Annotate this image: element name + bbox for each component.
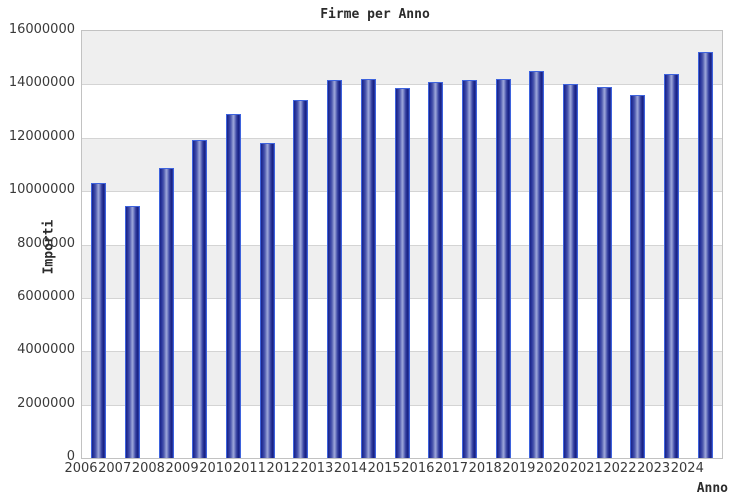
x-tick-label: 2023 <box>637 461 671 476</box>
y-tick-label: 2000000 <box>17 395 75 411</box>
x-tick-label: 2020 <box>536 461 570 476</box>
x-tick-label: 2008 <box>131 461 165 476</box>
y-tick-label: 0 <box>66 449 75 464</box>
bar-2008 <box>158 168 174 458</box>
bar-2013 <box>327 80 343 458</box>
bar-2017 <box>461 80 477 458</box>
y-tick-label: 4000000 <box>17 342 75 358</box>
x-tick-label: 2012 <box>266 461 300 476</box>
bar-2011 <box>259 143 275 458</box>
y-axis-title: Importi <box>41 219 57 275</box>
x-tick-label: 2021 <box>569 461 603 476</box>
y-tick-label: 12000000 <box>8 128 75 144</box>
bar-2021 <box>596 87 612 458</box>
x-tick-label: 2014 <box>333 461 368 476</box>
x-tick-label: 2013 <box>300 461 334 476</box>
y-tick-label: 14000000 <box>8 75 75 91</box>
chart-title: Firme per Anno <box>320 7 430 22</box>
plot-band <box>82 31 722 85</box>
bar-2016 <box>428 82 444 458</box>
plot-area <box>81 30 723 459</box>
bar-2020 <box>562 84 578 458</box>
x-tick-label: 2011 <box>232 461 266 476</box>
y-tick-label: 6000000 <box>17 288 75 304</box>
x-tick-label: 2015 <box>367 461 401 476</box>
bar-2009 <box>192 140 208 458</box>
bar-2022 <box>630 95 646 458</box>
bar-2015 <box>394 88 410 458</box>
x-tick-label: 2007 <box>98 461 132 476</box>
bar-2019 <box>529 71 545 458</box>
x-tick-label: 2024 <box>670 461 704 476</box>
x-tick-label: 2017 <box>434 461 469 476</box>
bar-2018 <box>495 79 511 458</box>
x-tick-label: 2009 <box>165 461 199 476</box>
bar-2014 <box>360 79 376 458</box>
x-tick-label: 2018 <box>468 461 502 476</box>
x-tick-label: 2006 <box>64 461 98 476</box>
gridline <box>82 84 722 86</box>
x-tick-label: 2010 <box>199 461 233 476</box>
y-tick-label: 16000000 <box>8 22 75 37</box>
y-tick-label: 10000000 <box>8 182 75 198</box>
x-tick-label: 2019 <box>502 461 536 476</box>
y-tick-label: 8000000 <box>17 235 75 251</box>
x-axis-title: Anno <box>696 481 728 496</box>
bar-2010 <box>226 114 242 458</box>
bar-2012 <box>293 100 309 458</box>
x-tick-label: 2016 <box>401 461 435 476</box>
bar-2006 <box>91 183 107 458</box>
bar-2024 <box>697 52 713 458</box>
x-tick-label: 2022 <box>603 461 637 476</box>
bar-2023 <box>663 74 679 458</box>
bar-2007 <box>125 206 141 458</box>
